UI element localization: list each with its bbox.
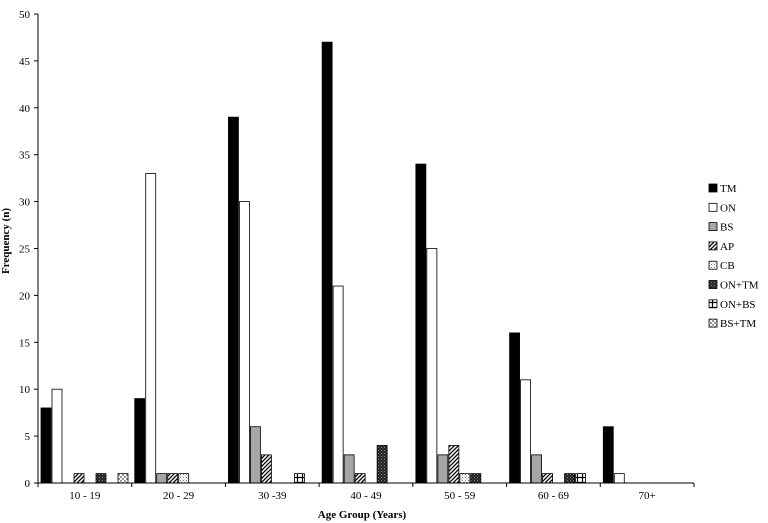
bar-tm — [228, 116, 239, 484]
legend-label-tm: TM — [720, 183, 737, 195]
y-tick-label: 5 — [25, 431, 31, 443]
bar-ap — [261, 454, 272, 484]
x-tick-label: 70+ — [639, 490, 656, 502]
bar-ap — [167, 473, 179, 484]
y-tick-label: 0 — [25, 478, 31, 490]
bar-ap — [354, 473, 366, 484]
y-axis-title: Frequency (n) — [0, 208, 12, 274]
bar-cb — [178, 473, 190, 484]
bar-tm — [602, 426, 614, 484]
bar-on-bs — [294, 473, 305, 484]
bar-on — [332, 285, 344, 484]
y-tick-label: 35 — [19, 150, 31, 162]
y-tick-label: 50 — [19, 9, 31, 21]
bar-tm — [134, 398, 146, 484]
bar-ap — [73, 473, 85, 484]
x-tick-label: 20 - 29 — [163, 490, 195, 502]
bar-tm — [509, 332, 520, 484]
x-tick-label: 50 - 59 — [444, 490, 476, 502]
legend-swatch-on — [708, 202, 718, 212]
bars — [40, 41, 625, 484]
bar-cb — [459, 473, 471, 484]
legend-label-on: ON — [720, 202, 736, 214]
legend-label-on-tm: ON+TM — [720, 280, 759, 292]
x-tick-label: 30 -39 — [258, 490, 287, 502]
legend-label-cb: CB — [720, 260, 735, 272]
bar-on — [145, 173, 157, 484]
y-tick-label: 25 — [19, 244, 31, 256]
bar-on — [239, 201, 250, 484]
x-tick-label: 60 - 69 — [538, 490, 570, 502]
legend-label-bs-tm: BS+TM — [720, 318, 756, 330]
bar-on-tm — [564, 473, 575, 484]
legend-swatch-bs-tm — [708, 318, 718, 328]
legend-swatch-ap — [708, 241, 718, 251]
legend-swatch-on-bs — [708, 299, 718, 309]
bar-on-tm — [376, 445, 388, 484]
bar-ap — [542, 473, 553, 484]
bar-bs-tm — [117, 473, 129, 484]
bar-bs — [156, 473, 168, 484]
legend: TM ON BS AP CB ON+TM ON+BS BS+TM — [708, 183, 759, 330]
legend-swatch-on-tm — [708, 280, 718, 289]
x-axis-title: Age Group (Years) — [318, 509, 407, 521]
x-axis-ticks: 10 - 19 20 - 29 30 -39 40 - 49 50 - 59 60 - 6… — [37, 483, 695, 502]
y-tick-label: 10 — [19, 384, 31, 396]
y-tick-label: 40 — [19, 103, 31, 115]
x-tick-label: 10 - 19 — [69, 490, 101, 502]
legend-label-bs: BS — [720, 222, 733, 234]
y-tick-label: 45 — [19, 56, 31, 68]
bar-on — [520, 379, 531, 484]
bar-bs — [343, 454, 355, 484]
legend-label-on-bs: ON+BS — [720, 299, 756, 311]
bar-tm — [415, 163, 427, 484]
legend-swatch-tm — [708, 183, 718, 193]
bar-on — [426, 248, 438, 484]
bar-on-bs — [575, 473, 586, 484]
y-tick-label: 20 — [19, 290, 31, 302]
bar-tm — [40, 407, 52, 484]
y-axis-ticks: 0 5 10 15 20 25 30 35 40 45 50 — [19, 9, 38, 490]
x-tick-label: 40 - 49 — [350, 490, 382, 502]
bar-tm — [321, 41, 333, 484]
bar-bs — [531, 454, 542, 484]
bar-ap — [448, 445, 460, 484]
y-tick-label: 15 — [19, 337, 31, 349]
bar-bs — [437, 454, 449, 484]
legend-label-ap: AP — [720, 241, 734, 253]
bar-on-tm — [95, 473, 107, 484]
legend-swatch-cb — [708, 260, 718, 270]
bar-on — [51, 388, 63, 484]
axes — [37, 14, 694, 484]
bar-on-tm — [470, 473, 482, 484]
legend-swatch-bs — [708, 222, 718, 232]
bar-bs — [250, 426, 261, 484]
y-tick-label: 30 — [19, 197, 31, 209]
bar-on — [613, 473, 625, 484]
